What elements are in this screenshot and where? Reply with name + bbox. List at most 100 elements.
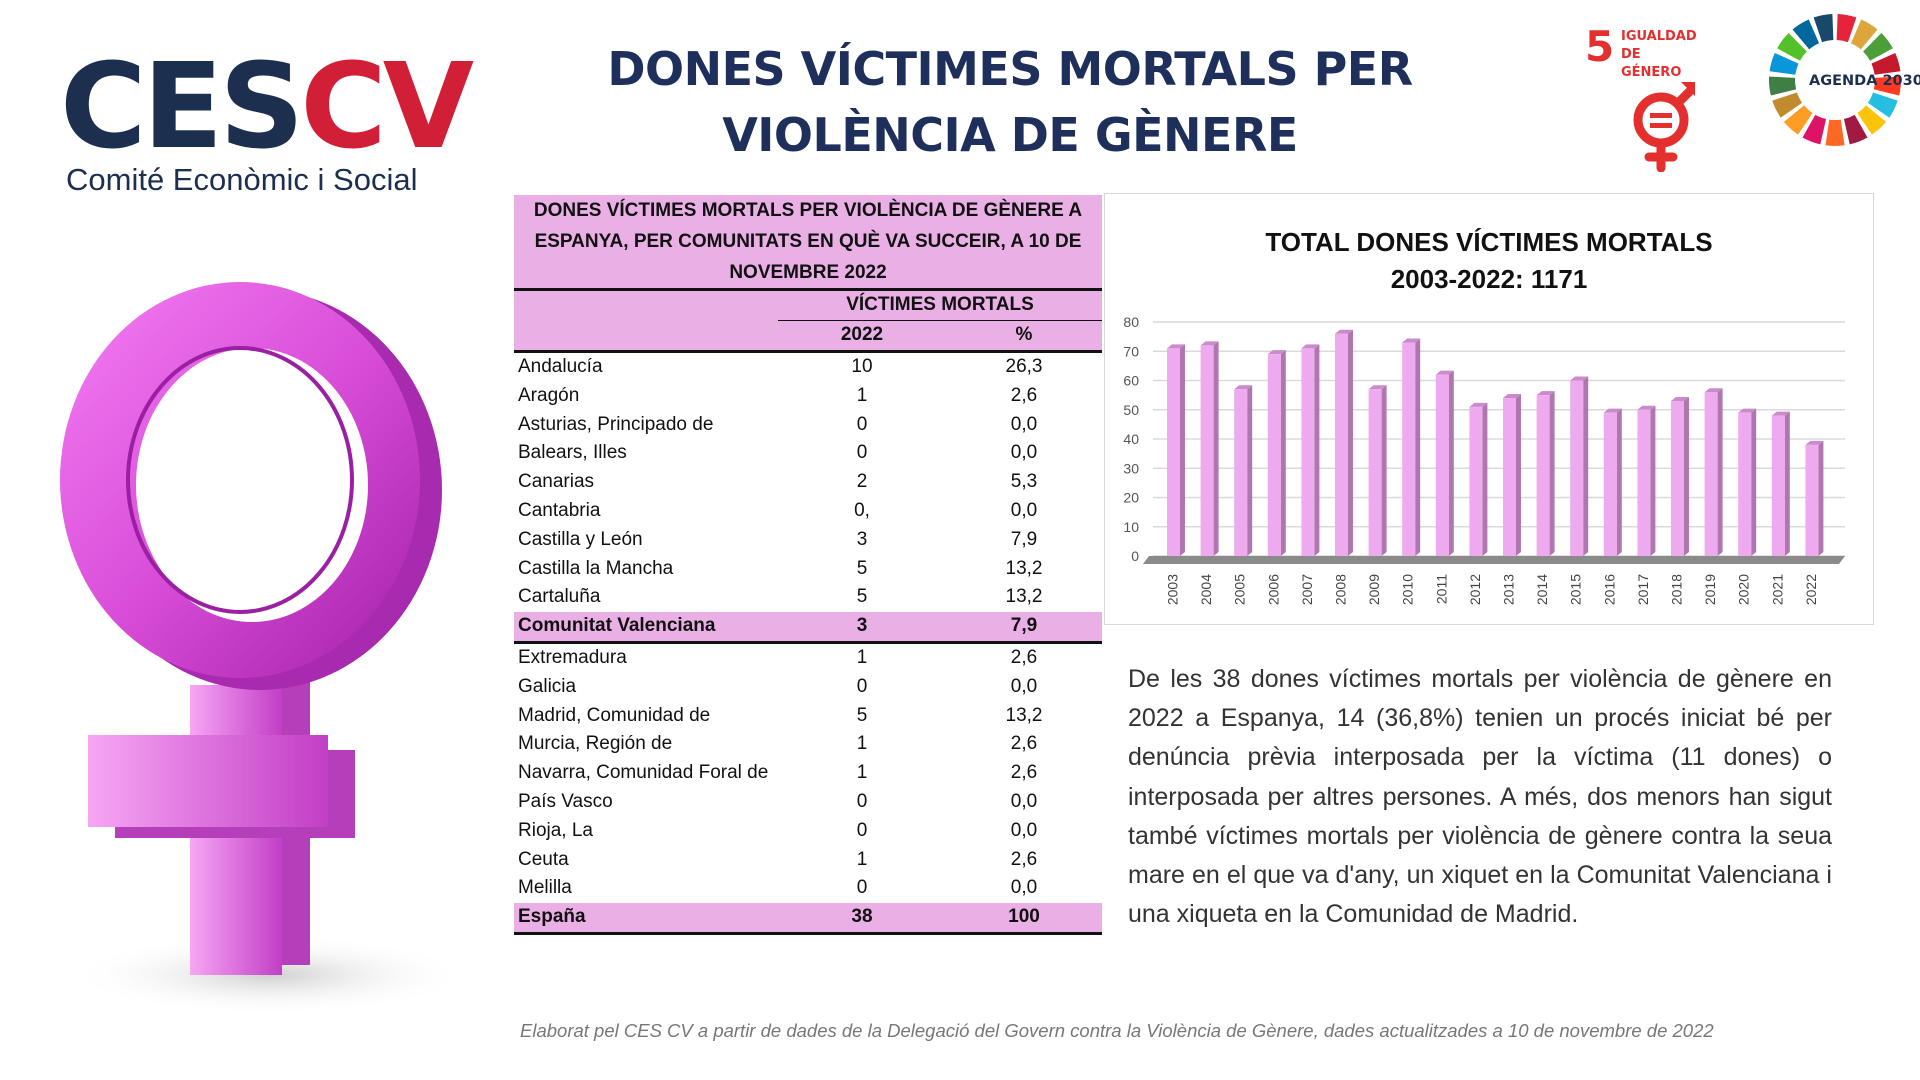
- table-cell-region: Galicia: [518, 675, 577, 697]
- table-cell-region: Ceuta: [518, 848, 569, 870]
- bar-top: [1267, 350, 1286, 355]
- table-cell-region: Comunitat Valenciana: [514, 611, 778, 644]
- bar-side: [1751, 408, 1757, 556]
- x-tick-label: 2005: [1232, 574, 1248, 605]
- bar: [1335, 333, 1348, 556]
- bar-top: [1536, 391, 1555, 396]
- table-cell-pct: 2,6: [1010, 646, 1038, 668]
- bar: [1805, 444, 1819, 556]
- table-cell-region: Madrid, Comunidad de: [518, 704, 711, 726]
- x-tick-label: 2010: [1400, 574, 1416, 605]
- table-body: Andalucía 10 26,3 Aragón 1 2,6 Asturias, Princ…: [514, 351, 1102, 935]
- bar-top: [1603, 408, 1622, 413]
- bar-chart: 0 10 20 30 40 50 60 70 80 2003 2004 2005 2006 2007 200…: [1123, 314, 1845, 605]
- x-tick-label: 2016: [1601, 574, 1617, 605]
- bar-top: [1335, 329, 1353, 334]
- y-tick-label: 30: [1123, 460, 1139, 476]
- bar: [1603, 412, 1617, 556]
- sdg-wheel-segment: [1769, 76, 1797, 96]
- bar-top: [1167, 344, 1185, 349]
- bar-top: [1503, 394, 1521, 399]
- bar-side: [1516, 394, 1521, 556]
- gender-equality-icon: [1633, 82, 1695, 172]
- bar: [1267, 354, 1281, 556]
- table-cell-region: Cartaluña: [518, 586, 601, 608]
- bar-top: [1200, 341, 1219, 346]
- table-cell-value: 1: [856, 762, 868, 784]
- bar: [1570, 380, 1584, 556]
- table-cell-region: Canarias: [518, 471, 595, 493]
- victims-table: DONES VÍCTIMES MORTALS PER VIOLÈNCIA DE …: [514, 195, 1102, 935]
- bar-side: [1784, 411, 1790, 556]
- table-cell-pct: 2,6: [1010, 762, 1038, 784]
- table-cell-value: 1: [856, 848, 868, 870]
- x-tick-label: 2006: [1265, 574, 1281, 605]
- sdg-wheel-segment: [1867, 92, 1898, 118]
- sdg-wheel-segment: [1843, 114, 1868, 145]
- table-cell-pct: 26,3: [1005, 355, 1043, 377]
- bar-top: [1469, 402, 1488, 407]
- bar-top: [1301, 344, 1320, 349]
- table-cell-pct: 0,0: [1010, 442, 1038, 464]
- sdg-wheel-segment: [1802, 114, 1827, 145]
- table-row: Castilla y León 3 7,9: [514, 525, 1102, 554]
- table-cell-value: 0: [856, 819, 868, 841]
- x-tick-label: 2012: [1467, 574, 1483, 605]
- table-row: España 38 100: [514, 902, 1102, 935]
- x-tick-label: 2008: [1333, 574, 1349, 605]
- table-row: País Vasco 0 0,0: [514, 788, 1102, 817]
- y-tick-label: 40: [1123, 431, 1139, 447]
- table-cell-value: 3: [856, 528, 868, 550]
- bar: [1301, 348, 1315, 556]
- table-cell-region: Melilla: [518, 877, 572, 899]
- bar-top: [1704, 388, 1723, 393]
- sdg5-number: 5: [1585, 22, 1615, 71]
- table-cell-region: Aragón: [518, 384, 580, 406]
- bar-top: [1738, 408, 1757, 413]
- table-cell-region: España: [514, 902, 778, 935]
- x-tick-label: 2017: [1635, 574, 1651, 605]
- x-tick-label: 2019: [1702, 574, 1718, 605]
- table-cell-region: Castilla la Mancha: [518, 557, 674, 579]
- victims-table-grid: DONES VÍCTIMES MORTALS PER VIOLÈNCIA DE …: [514, 195, 1102, 935]
- bar: [1503, 398, 1516, 556]
- bar-side: [1482, 402, 1488, 556]
- x-tick-label: 2007: [1299, 574, 1315, 605]
- table-cell-region: Balears, Illes: [518, 442, 627, 464]
- sdg-wheel-segment: [1871, 52, 1901, 75]
- bar-top: [1805, 440, 1824, 445]
- logo-wordmark: CES CV: [60, 30, 474, 165]
- table-cell-value: 3: [778, 611, 946, 644]
- table-cell-value: 5: [856, 557, 868, 579]
- bar: [1637, 409, 1651, 556]
- table-row: Murcia, Región de 1 2,6: [514, 730, 1102, 759]
- bar-side: [1381, 385, 1387, 556]
- table-cell-value: 5: [856, 704, 868, 726]
- table-row: Asturias, Principado de 0 0,0: [514, 410, 1102, 439]
- y-tick-label: 20: [1123, 490, 1139, 506]
- bar-side: [1448, 370, 1454, 556]
- sdg-wheel-segment: [1783, 105, 1813, 135]
- sdg5-label-line1: IGUALDAD: [1621, 29, 1697, 44]
- table-cell-region: Navarra, Comunidad Foral de: [518, 762, 769, 784]
- y-tick-label: 0: [1131, 548, 1139, 564]
- table-cell-value: 38: [778, 902, 946, 935]
- bar-top: [1637, 405, 1656, 410]
- table-cell-pct: 7,9: [1010, 528, 1038, 550]
- table-group-header-row: VÍCTIMES MORTALS: [514, 289, 1102, 321]
- bar: [1234, 389, 1248, 556]
- table-cell-pct: 0,0: [1010, 790, 1038, 812]
- sdg-wheel-segment: [1772, 92, 1803, 118]
- x-tick-label: 2011: [1433, 574, 1449, 604]
- bar-top: [1368, 385, 1387, 390]
- bar-top: [1435, 370, 1454, 375]
- agenda-2030-label: AGENDA 2030: [1809, 73, 1920, 89]
- sdg-wheel-center: [1797, 42, 1873, 118]
- table-cell-value: 10: [851, 355, 873, 377]
- table-column-header-year: 2022: [778, 320, 946, 353]
- chart-floor: [1143, 556, 1845, 564]
- sdg5-label-line2: DE GÉNERO: [1621, 47, 1682, 80]
- x-tick-label: 2013: [1501, 574, 1517, 605]
- table-row: Melilla 0 0,0: [514, 874, 1102, 903]
- bar-top: [1234, 385, 1253, 390]
